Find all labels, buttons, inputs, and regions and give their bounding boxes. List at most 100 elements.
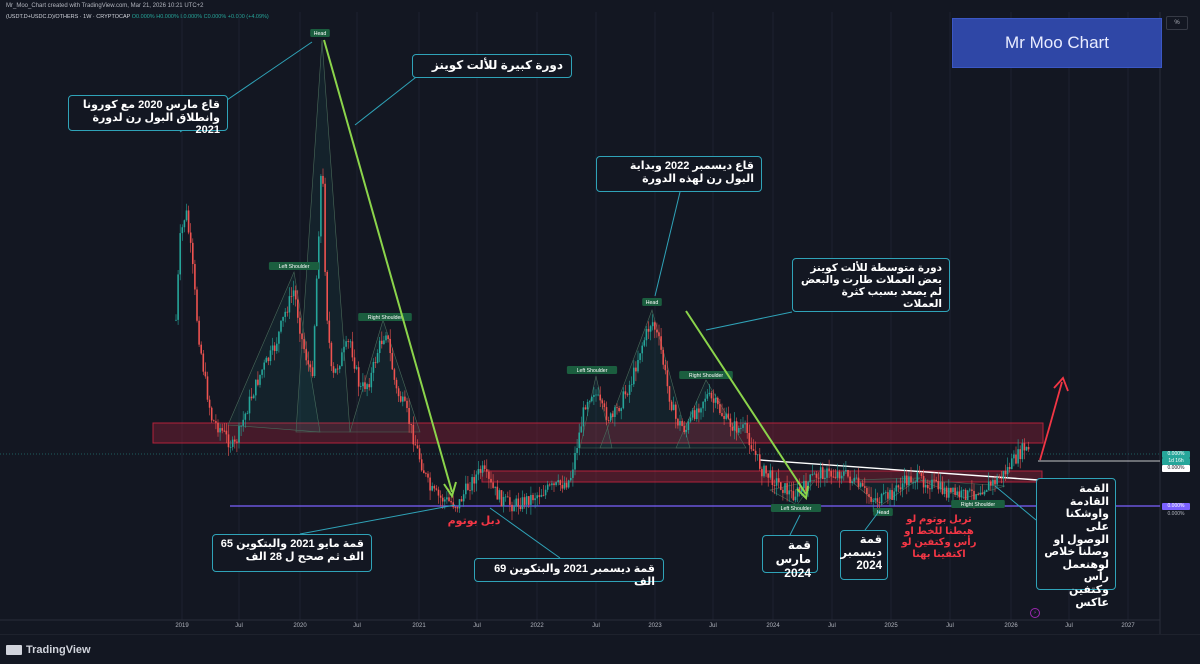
candle-body <box>299 317 301 334</box>
pattern-triangle <box>579 375 613 449</box>
candle-body <box>864 486 866 488</box>
candle-body <box>630 384 633 386</box>
candle-body <box>983 491 986 495</box>
candle-body <box>433 486 436 489</box>
candle-body <box>971 489 973 491</box>
pattern-label-text: Left Shoulder <box>781 506 812 512</box>
candle-body <box>597 394 599 396</box>
pattern-label-box <box>679 371 733 379</box>
candle-body <box>567 480 570 488</box>
candle-body <box>924 484 927 488</box>
time-axis[interactable]: 2019 Jul 2020 Jul 2021 Jul 2022 Jul 2023… <box>0 620 1160 634</box>
candle-body <box>658 332 660 337</box>
candle-body <box>790 490 793 492</box>
candle-body <box>194 264 196 290</box>
candle-body <box>523 497 526 505</box>
candle-body <box>1023 443 1026 451</box>
candle-body <box>698 408 700 413</box>
candle-body <box>395 379 398 389</box>
candle-body <box>301 333 303 340</box>
x-tick: 2026 <box>1004 623 1018 629</box>
candle-body <box>429 477 431 491</box>
candle-body <box>723 416 725 419</box>
candle-body <box>885 492 887 494</box>
candle-body <box>1021 443 1024 460</box>
candle-body <box>765 465 767 474</box>
pattern-label-text: Right Shoulder <box>368 315 403 321</box>
candle-body <box>979 492 982 495</box>
red-arrow-head <box>1053 376 1069 392</box>
candle-body <box>861 483 864 487</box>
callout-leader <box>789 514 801 536</box>
candle-body <box>574 452 576 470</box>
candle-body <box>570 477 572 481</box>
candle-body <box>215 421 217 423</box>
pattern-label-box <box>873 508 893 516</box>
candle-body <box>952 487 954 492</box>
candle-body <box>742 424 744 428</box>
candle-body <box>509 497 511 505</box>
candle-body <box>628 384 631 395</box>
candle-body <box>307 360 310 365</box>
candle-body <box>368 384 370 388</box>
candle-body <box>412 424 415 445</box>
candle-body <box>717 397 719 405</box>
candle-body <box>248 396 251 414</box>
candle-body <box>465 483 467 495</box>
pattern-label-text: Left Shoulder <box>577 368 608 374</box>
candle-body <box>584 407 587 410</box>
candle-body <box>895 485 898 492</box>
candle-body <box>746 423 748 433</box>
candle-body <box>200 344 202 354</box>
candle-body <box>378 340 381 354</box>
x-tick: 2019 <box>175 623 189 629</box>
candle-body <box>536 495 538 499</box>
callout-may-2021: قمة مايو 2021 والبتكوين 65 الف ثم صحح ل … <box>212 534 372 572</box>
candle-body <box>217 422 219 433</box>
candle-body <box>481 465 484 473</box>
candle-body <box>622 391 625 409</box>
candle-body <box>290 296 293 297</box>
candle-body <box>420 459 423 471</box>
candle-body <box>353 357 356 369</box>
candle-body <box>265 357 268 363</box>
candle-body <box>572 469 574 478</box>
candle-body <box>271 345 274 351</box>
candle-body <box>208 399 211 408</box>
pattern-label-box <box>358 313 412 321</box>
red-arrow-line <box>1039 381 1063 461</box>
candle-body <box>437 489 440 496</box>
candle-body <box>906 475 908 486</box>
chart-credit: Mr_Moo_Chart created with TradingView.co… <box>0 0 1200 12</box>
candle-body <box>941 482 944 494</box>
candle-body <box>479 468 482 473</box>
candle-body <box>347 341 349 343</box>
candle-body <box>544 489 547 496</box>
candle-body <box>660 336 662 350</box>
candle-body <box>448 497 450 502</box>
candle-body <box>677 418 679 426</box>
tradingview-logo[interactable]: TradingView <box>6 644 91 656</box>
candle-body <box>666 370 669 387</box>
candle-body <box>607 420 610 421</box>
candle-body <box>664 364 667 371</box>
candle-body <box>261 369 263 375</box>
event-marker-icon[interactable]: ⚡ <box>1030 608 1040 618</box>
callout-leader <box>705 311 793 331</box>
callout-leader <box>354 73 421 126</box>
candle-body <box>937 481 940 490</box>
percent-scale-button[interactable]: % <box>1166 16 1188 30</box>
candle-body <box>609 413 612 421</box>
price-tag-support: 0.000% <box>1162 503 1190 510</box>
pattern-label-text: Right Shoulder <box>961 502 996 508</box>
candle-body <box>656 329 658 333</box>
candle-body <box>334 368 337 373</box>
candle-body <box>603 403 606 408</box>
candle-body <box>1004 470 1007 475</box>
callout-march-2024: قمة مارس 2024 <box>762 535 818 579</box>
candle-body <box>500 490 503 507</box>
candle-body <box>616 407 618 409</box>
symbol-name[interactable]: (USDT.D+USDC.D)/OTHERS · 1W · CRYPTOCAP <box>6 14 131 20</box>
candle-body <box>305 349 307 361</box>
